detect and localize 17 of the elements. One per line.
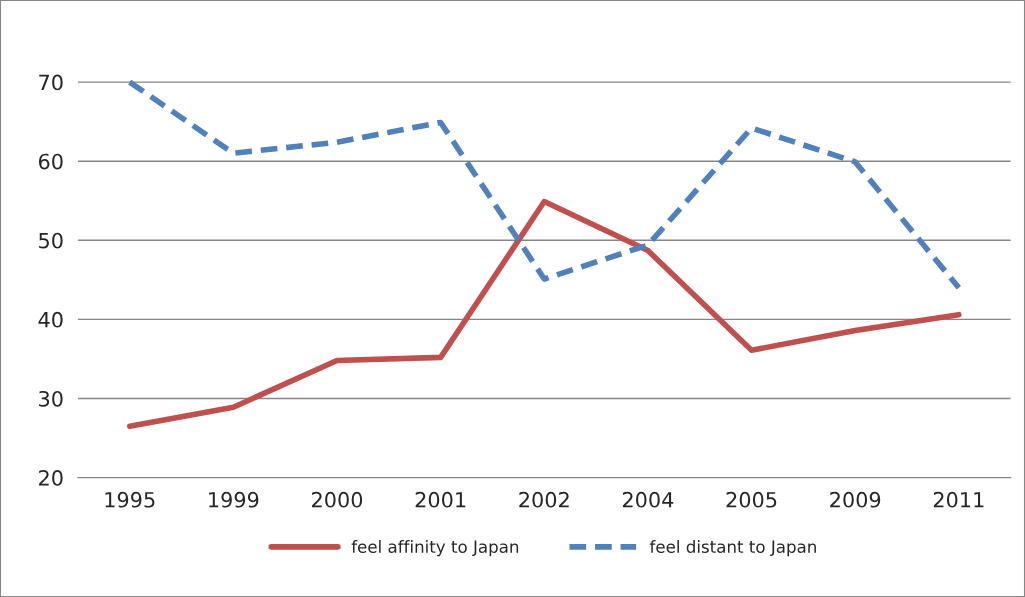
y-tick-label: 50 [39,232,63,249]
x-tick-label: 2000 [312,491,363,508]
y-tick-label: 20 [39,470,63,486]
y-tick-label: 60 [38,153,63,170]
x-tick-label: 2009 [830,491,881,508]
x-tick-label: 2002 [519,491,569,508]
x-tick-label: 2011 [933,491,984,508]
y-tick-label: 70 [39,74,63,91]
y-tick-label: 30 [39,390,63,407]
x-tick-label: 1995 [105,491,155,508]
x-tick-label: 2001 [415,491,466,508]
x-tick-label: 2004 [622,491,674,508]
legend-label: feel distant to Japan [649,540,816,557]
y-tick-label: 40 [38,311,63,328]
legend-label: feel affinity to Japan [351,540,519,557]
x-tick-label: 2005 [726,491,777,508]
x-tick-label: 1999 [209,491,259,508]
